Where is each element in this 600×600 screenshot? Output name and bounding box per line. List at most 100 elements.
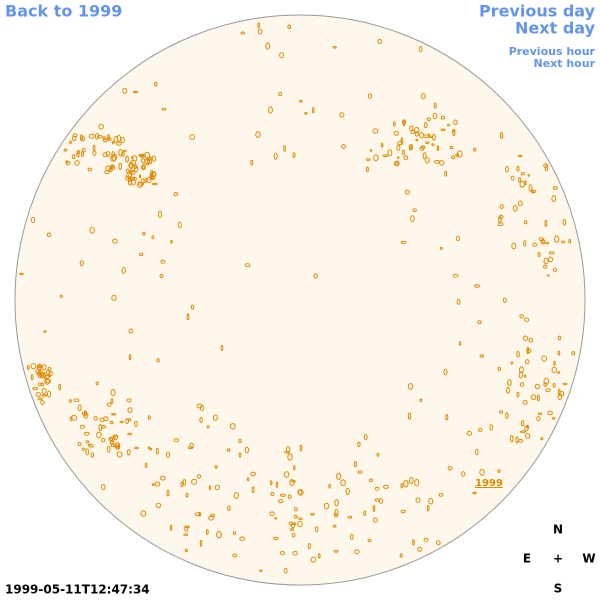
- contour: [562, 382, 568, 386]
- previous-day-text[interactable]: Previous day: [479, 2, 596, 21]
- contour: [547, 274, 550, 277]
- next-day-link[interactable]: Next day: [515, 19, 596, 38]
- contour: [293, 522, 297, 526]
- contour: [505, 166, 509, 173]
- contour: [363, 510, 367, 517]
- contour: [122, 149, 127, 153]
- contour: [400, 509, 406, 514]
- contour: [161, 107, 167, 111]
- contour: [160, 475, 166, 481]
- year-link[interactable]: 1999: [475, 478, 503, 489]
- contour: [185, 492, 189, 498]
- contour: [568, 238, 572, 244]
- contour: [511, 242, 517, 250]
- contour: [138, 174, 142, 179]
- contour: [116, 141, 122, 146]
- contour: [433, 102, 437, 109]
- next-hour-text[interactable]: Next hour: [534, 57, 596, 70]
- next-hour-link[interactable]: Next hour: [534, 57, 596, 70]
- next-day-text[interactable]: Next day: [515, 19, 596, 38]
- contour: [524, 317, 530, 322]
- contour: [419, 146, 425, 152]
- contour: [412, 208, 417, 213]
- contour: [419, 132, 425, 139]
- contour: [42, 364, 47, 371]
- contour: [428, 135, 434, 139]
- back-link-text[interactable]: Back to 1999: [5, 2, 122, 21]
- contour: [104, 170, 110, 175]
- contour: [400, 137, 404, 144]
- contour: [139, 153, 144, 158]
- contour: [170, 239, 173, 244]
- back-link[interactable]: Back to 1999: [5, 2, 122, 21]
- previous-day-link[interactable]: Previous day: [479, 2, 596, 21]
- contour: [159, 273, 164, 279]
- contour: [186, 313, 190, 321]
- solar-disk: [14, 14, 586, 586]
- contour: [552, 267, 558, 272]
- contour: [116, 451, 123, 458]
- contour: [540, 437, 544, 441]
- contour: [424, 157, 430, 164]
- contour: [440, 115, 445, 120]
- contour: [106, 402, 112, 407]
- contour: [298, 99, 303, 103]
- contour: [525, 432, 531, 439]
- contour: [244, 446, 250, 454]
- contour: [543, 257, 549, 265]
- contour: [80, 134, 83, 141]
- contour: [79, 424, 86, 429]
- contour: [189, 442, 194, 449]
- contour: [76, 151, 80, 158]
- contour: [528, 184, 533, 192]
- contour: [279, 52, 285, 59]
- contour: [184, 548, 188, 553]
- contour: [426, 117, 431, 121]
- contour: [287, 494, 292, 500]
- contour: [369, 149, 373, 152]
- contour: [438, 493, 444, 497]
- contour: [510, 175, 515, 181]
- contour: [366, 166, 369, 173]
- contour: [36, 363, 42, 371]
- contour: [144, 151, 151, 160]
- contour: [506, 386, 510, 394]
- contour: [298, 517, 303, 521]
- contour: [497, 366, 501, 372]
- contour: [451, 155, 456, 160]
- contour: [334, 499, 339, 507]
- contour: [458, 341, 462, 346]
- contour: [415, 138, 419, 142]
- contour: [199, 417, 203, 423]
- contour: [189, 134, 195, 140]
- contour: [110, 398, 114, 404]
- contour: [292, 550, 298, 556]
- year-link-text[interactable]: 1999: [475, 478, 503, 489]
- contour: [258, 28, 263, 35]
- contour: [552, 416, 556, 420]
- contour: [340, 479, 346, 487]
- contour: [154, 481, 161, 487]
- contour: [505, 412, 509, 419]
- contour: [545, 388, 551, 393]
- contour: [115, 445, 121, 450]
- contour: [244, 263, 251, 268]
- contour: [408, 125, 414, 131]
- contour: [512, 204, 518, 212]
- contour: [407, 412, 412, 420]
- contour: [432, 112, 438, 120]
- contour: [283, 471, 290, 478]
- contour: [280, 493, 286, 497]
- contour: [425, 141, 430, 145]
- contour: [472, 491, 477, 495]
- contour: [428, 497, 434, 505]
- previous-hour-link[interactable]: Previous hour: [509, 45, 596, 58]
- contour: [30, 373, 34, 381]
- previous-hour-text[interactable]: Previous hour: [509, 45, 596, 58]
- contour: [130, 156, 134, 159]
- contour: [368, 478, 373, 483]
- contour: [543, 377, 550, 385]
- contour: [85, 440, 90, 444]
- contour: [453, 119, 458, 126]
- contour: [557, 371, 561, 374]
